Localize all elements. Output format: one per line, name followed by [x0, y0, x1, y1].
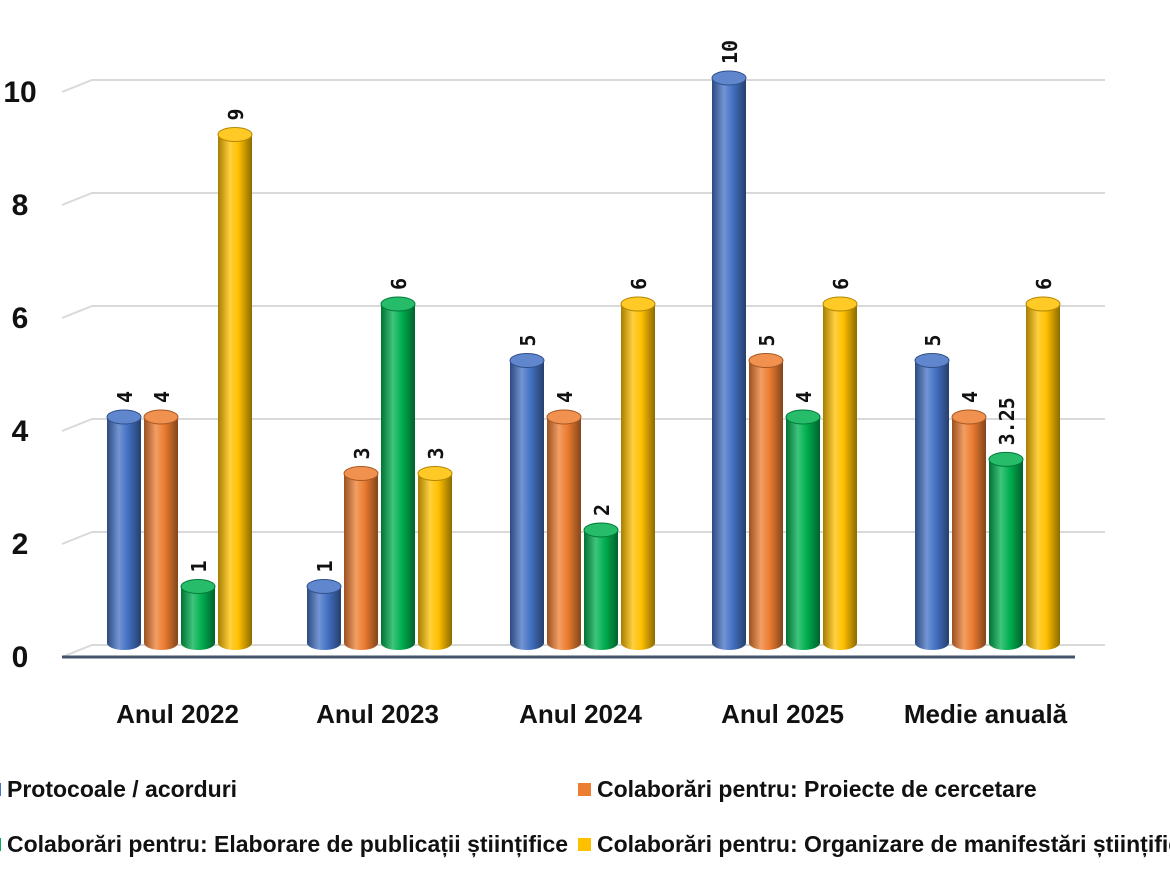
y-tick-label: 0	[12, 641, 29, 674]
data-label: 4	[150, 391, 174, 403]
y-tick-label: 8	[12, 189, 29, 222]
bar-cap	[785, 409, 821, 425]
data-label: 6	[627, 278, 651, 290]
legend-label-protocoale: Protocoale / acorduri	[7, 776, 238, 802]
legend-item-protocoale: Protocoale / acorduri	[0, 776, 237, 803]
bar-cap	[380, 296, 416, 312]
bar	[1026, 304, 1060, 650]
data-label: 9	[224, 108, 248, 120]
bar-cap	[951, 409, 987, 425]
chart-area: 0 2 4 6 8 10 4 4 1 9 1 3 6 3 5 4 2 6 10 5 4 6 5 4 3.25 6 Anul 20…	[3, 40, 1105, 729]
gridline	[61, 644, 1105, 658]
bar-cap	[509, 353, 545, 368]
data-label: 1	[187, 560, 211, 572]
x-tick-label: Anul 2024	[519, 699, 642, 729]
data-label: 6	[387, 278, 411, 290]
legend: Protocoale / acorduri Colaborări pentru:…	[0, 770, 1170, 869]
bar-cap	[180, 579, 216, 594]
bar-cap	[217, 127, 253, 142]
legend-swatch-proiecte	[578, 783, 591, 796]
data-label: 4	[792, 391, 816, 403]
data-label: 2	[590, 504, 614, 516]
data-label: 3	[424, 447, 448, 459]
bar-cap	[988, 451, 1024, 467]
legend-item-publicatii: Colaborări pentru: Elaborare de publicaț…	[0, 831, 568, 858]
legend-swatch-publicatii	[0, 838, 1, 851]
gridline	[61, 79, 1105, 93]
legend-label-publicatii: Colaborări pentru: Elaborare de publicaț…	[7, 831, 569, 857]
bar	[218, 134, 252, 650]
bar	[418, 473, 452, 650]
data-label: 6	[1032, 278, 1056, 290]
x-tick-label: Anul 2023	[316, 699, 439, 729]
bars	[106, 70, 1061, 650]
legend-label-proiecte: Colaborări pentru: Proiecte de cercetare	[597, 776, 1037, 802]
bar	[786, 417, 820, 650]
data-label: 4	[958, 391, 982, 403]
bar-cap	[822, 296, 858, 312]
data-label: 6	[829, 278, 853, 290]
data-label: 5	[755, 334, 779, 346]
legend-item-manifestari: Colaborări pentru: Organizare de manifes…	[578, 831, 1170, 858]
bar-cap	[546, 409, 582, 425]
x-tick-label: Medie anuală	[904, 699, 1068, 729]
data-label: 1	[313, 560, 337, 572]
bar-cap	[583, 522, 619, 538]
bar-cap	[711, 70, 747, 86]
bar-cap	[106, 409, 142, 425]
data-label: 4	[113, 391, 137, 403]
bar	[381, 304, 415, 650]
bar-cap	[914, 353, 950, 368]
bar	[547, 417, 581, 650]
gridline	[61, 192, 1105, 206]
bar-cap	[143, 409, 179, 425]
legend-item-proiecte: Colaborări pentru: Proiecte de cercetare	[578, 776, 1037, 803]
bar-cap	[1025, 296, 1061, 312]
data-label: 3.25	[995, 397, 1019, 445]
bar	[144, 417, 178, 650]
bar	[915, 360, 949, 650]
data-label: 4	[553, 391, 577, 403]
bar-cap	[306, 579, 342, 594]
bar	[307, 586, 341, 650]
bar	[989, 459, 1023, 650]
y-tick-label: 2	[12, 528, 29, 561]
bar	[952, 417, 986, 650]
bar	[510, 360, 544, 650]
bar	[621, 304, 655, 650]
y-axis: 0 2 4 6 8 10	[3, 76, 36, 674]
bar-cap	[417, 466, 453, 481]
data-label: 5	[921, 334, 945, 346]
gridline	[61, 305, 1105, 319]
data-label: 5	[516, 334, 540, 346]
data-label: 3	[350, 447, 374, 459]
bar-cap	[343, 466, 379, 481]
data-labels: 4 4 1 9 1 3 6 3 5 4 2 6 10 5 4 6 5 4 3.25 6	[113, 40, 1056, 573]
bar	[584, 530, 618, 650]
y-tick-label: 4	[12, 415, 29, 448]
bar	[181, 586, 215, 650]
category-labels: Anul 2022 Anul 2023 Anul 2024 Anul 2025 Medi…	[116, 699, 1068, 729]
y-tick-label: 6	[12, 302, 29, 335]
x-tick-label: Anul 2022	[116, 699, 239, 729]
bar	[712, 78, 746, 650]
y-tick-label: 10	[3, 76, 36, 109]
bar	[107, 417, 141, 650]
x-tick-label: Anul 2025	[721, 699, 844, 729]
bar-cap	[620, 296, 656, 312]
bar	[344, 473, 378, 650]
bar	[823, 304, 857, 650]
bar	[749, 360, 783, 650]
legend-label-manifestari: Colaborări pentru: Organizare de manifes…	[597, 831, 1170, 857]
bar-cap	[748, 353, 784, 368]
data-label: 10	[718, 40, 742, 64]
legend-swatch-manifestari	[578, 838, 591, 851]
legend-swatch-protocoale	[0, 783, 1, 796]
